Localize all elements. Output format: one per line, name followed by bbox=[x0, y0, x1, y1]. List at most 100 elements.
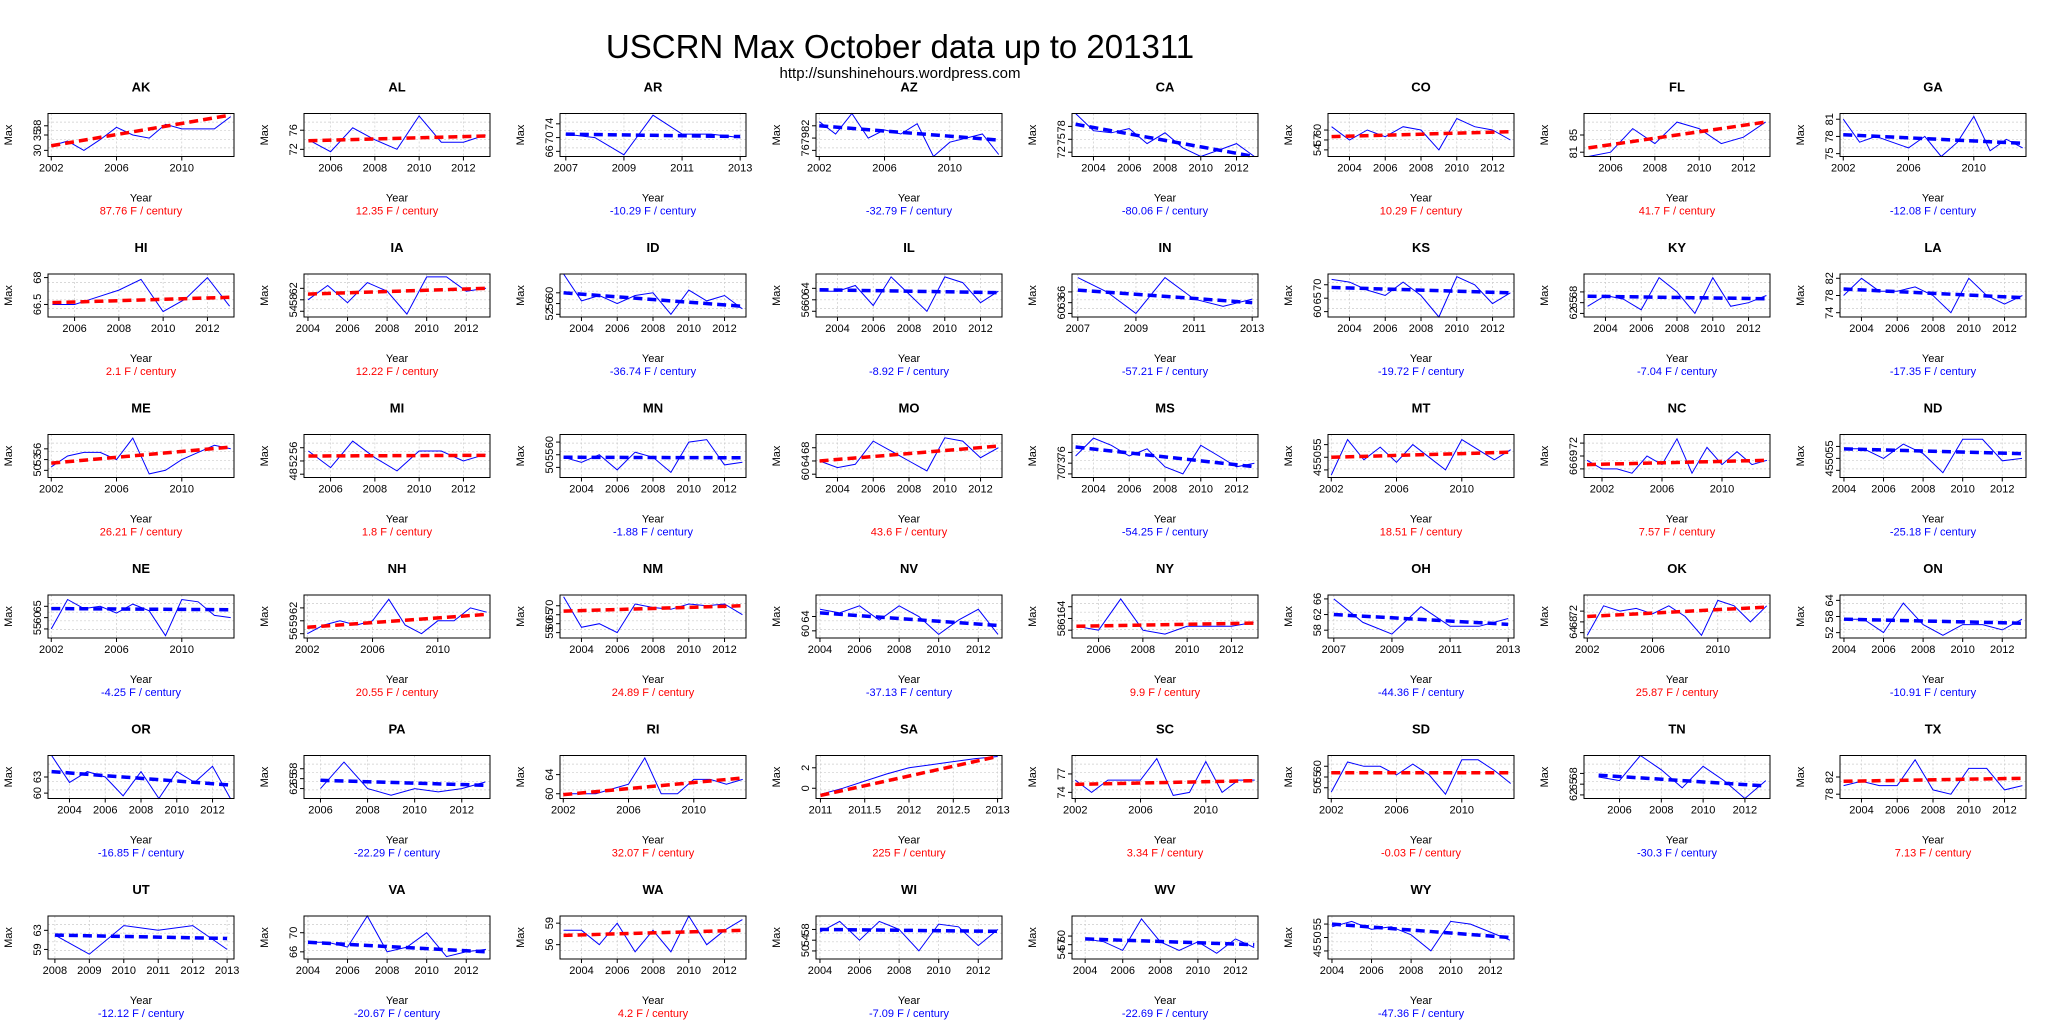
x-tick-label: 2006 bbox=[1871, 644, 1895, 656]
x-axis-label: Year bbox=[1666, 514, 1689, 526]
slope-label: -7.04 F / century bbox=[1637, 366, 1718, 378]
slope-label: 2.1 F / century bbox=[106, 366, 177, 378]
y-tick-label: 60 bbox=[32, 612, 44, 624]
x-axis-label: Year bbox=[1154, 514, 1177, 526]
x-tick-label: 2002 bbox=[1319, 805, 1343, 817]
panel-title: WV bbox=[1155, 882, 1176, 897]
x-tick-label: 2008 bbox=[363, 484, 387, 496]
y-tick-label: 65 bbox=[288, 773, 300, 785]
panel-title: NM bbox=[643, 561, 663, 576]
data-line-pa bbox=[320, 761, 486, 796]
y-tick-label: 74 bbox=[1824, 307, 1836, 319]
x-tick-label: 2012 bbox=[712, 323, 736, 335]
x-tick-label: 2006 bbox=[1885, 323, 1909, 335]
x-tick-label: 2010 bbox=[677, 644, 701, 656]
panel-title: OH bbox=[1411, 561, 1431, 576]
x-tick-label: 2010 bbox=[1450, 805, 1474, 817]
slope-label: 3.34 F / century bbox=[1127, 848, 1204, 860]
x-tick-label: 2008 bbox=[1911, 644, 1935, 656]
slope-label: 18.51 F / century bbox=[1380, 527, 1463, 539]
trend-line-oh bbox=[1333, 612, 1509, 627]
slope-label: 25.87 F / century bbox=[1636, 687, 1719, 699]
y-axis-label: Max bbox=[1027, 927, 1039, 948]
y-tick-label: 76 bbox=[1056, 446, 1068, 458]
x-tick-label: 2007 bbox=[1066, 323, 1090, 335]
x-tick-label: 2006 bbox=[1110, 965, 1134, 977]
y-tick-label: 78 bbox=[1824, 130, 1836, 142]
y-tick-label: 45 bbox=[1312, 945, 1324, 957]
slope-label: -32.79 F / century bbox=[866, 206, 953, 218]
data-line-mi bbox=[308, 440, 486, 472]
data-line-sa bbox=[820, 756, 998, 795]
trend-line-on bbox=[1843, 617, 2023, 625]
x-tick-label: 2010 bbox=[926, 965, 950, 977]
x-axis-label: Year bbox=[1922, 674, 1945, 686]
x-tick-label: 2010 bbox=[414, 323, 438, 335]
plot-frame bbox=[47, 434, 235, 478]
data-line-nd bbox=[1844, 438, 2023, 474]
slope-label: -54.25 F / century bbox=[1122, 527, 1209, 539]
y-tick-label: 68 bbox=[1568, 286, 1580, 298]
slope-label: 4.2 F / century bbox=[618, 1008, 689, 1020]
x-tick-label: 2012 bbox=[1731, 163, 1755, 175]
y-axis-label: Max bbox=[259, 285, 271, 306]
x-tick-label: 2006 bbox=[1871, 484, 1895, 496]
x-tick-label: 2010 bbox=[1194, 805, 1218, 817]
x-tick-label: 2010 bbox=[170, 484, 194, 496]
x-tick-label: 2010 bbox=[1957, 323, 1981, 335]
y-tick-label: 69 bbox=[1568, 450, 1580, 462]
y-tick-label: 59 bbox=[288, 615, 300, 627]
x-tick-label: 2004 bbox=[569, 965, 593, 977]
y-axis-label: Max bbox=[259, 927, 271, 948]
y-tick-label: 66.5 bbox=[32, 294, 44, 315]
panel-title: AZ bbox=[900, 80, 917, 95]
x-tick-label: 2012.5 bbox=[936, 805, 970, 817]
plot-frame bbox=[815, 594, 1003, 639]
y-tick-label: 54 bbox=[288, 305, 300, 317]
y-tick-label: 55 bbox=[544, 627, 556, 639]
slope-label: -12.08 F / century bbox=[1890, 206, 1977, 218]
plot-frame bbox=[1327, 755, 1515, 799]
x-tick-label: 2004 bbox=[808, 644, 832, 656]
x-axis-label: Year bbox=[130, 353, 153, 365]
x-tick-label: 2006 bbox=[1650, 484, 1674, 496]
y-tick-label: 60 bbox=[544, 788, 556, 800]
y-axis-label: Max bbox=[1027, 124, 1039, 145]
x-tick-label: 2010 bbox=[1189, 484, 1213, 496]
x-tick-label: 2006 bbox=[1384, 484, 1408, 496]
y-axis-label: Max bbox=[259, 124, 271, 145]
y-axis-label: Max bbox=[1283, 124, 1295, 145]
x-tick-label: 2012 bbox=[1480, 323, 1504, 335]
y-tick-label: 58 bbox=[1312, 624, 1324, 636]
y-tick-label: 62 bbox=[288, 602, 300, 614]
data-line-ak bbox=[51, 116, 232, 151]
trend-line-tx bbox=[1843, 776, 2023, 784]
y-tick-label: 60 bbox=[544, 618, 556, 630]
x-tick-label: 2012 bbox=[1224, 163, 1248, 175]
x-axis-label: Year bbox=[1410, 353, 1433, 365]
x-axis-label: Year bbox=[130, 514, 153, 526]
y-axis-label: Max bbox=[771, 766, 783, 787]
panel-title: KS bbox=[1412, 240, 1430, 255]
y-tick-label: 66 bbox=[1056, 286, 1068, 298]
slope-label: 225 F / century bbox=[872, 848, 946, 860]
y-axis-label: Max bbox=[3, 927, 15, 948]
y-axis-label: Max bbox=[1283, 445, 1295, 466]
y-tick-label: 63 bbox=[32, 771, 44, 783]
x-axis-label: Year bbox=[1922, 835, 1945, 847]
y-tick-label: 55 bbox=[1824, 440, 1836, 452]
x-tick-label: 2006 bbox=[1128, 805, 1152, 817]
y-axis-label: Max bbox=[515, 445, 527, 466]
data-line-ar bbox=[565, 114, 741, 156]
x-axis-label: Year bbox=[1666, 835, 1689, 847]
y-axis-label: Max bbox=[1283, 927, 1295, 948]
y-tick-label: 35 bbox=[32, 129, 44, 141]
panel-title: IN bbox=[1159, 240, 1172, 255]
y-axis-label: Max bbox=[1795, 445, 1807, 466]
y-tick-label: 45 bbox=[1824, 464, 1836, 476]
x-tick-label: 2006 bbox=[1607, 805, 1631, 817]
data-line-ne bbox=[50, 598, 231, 637]
trend-line-in bbox=[1077, 288, 1253, 305]
